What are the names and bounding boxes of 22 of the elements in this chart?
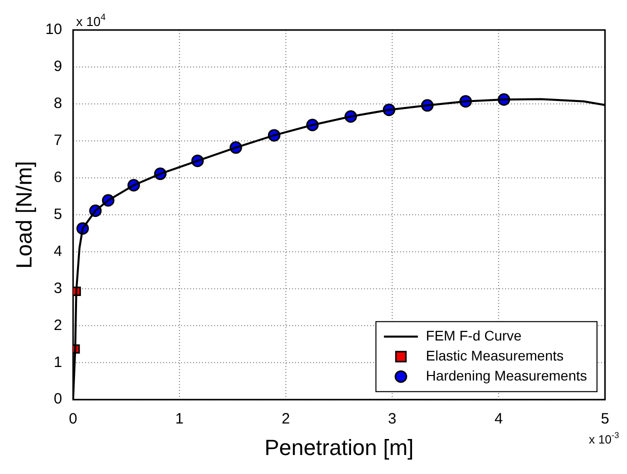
y-tick-label: 1: [54, 354, 62, 371]
x-tick-label: 2: [282, 410, 290, 428]
y-tick-label: 0: [54, 390, 62, 408]
x-tick-label: 1: [175, 410, 184, 428]
y-tick-label: 4: [54, 242, 62, 260]
x-tick-label: 4: [494, 410, 503, 428]
x-tick-label: 0: [68, 410, 78, 428]
legend-label: FEM F-d Curve: [426, 327, 522, 344]
y-tick-label: 5: [54, 206, 62, 223]
y-tick-label: 10: [45, 21, 62, 38]
x-tick-label: 5: [600, 410, 610, 428]
y-tick-label: 7: [54, 132, 62, 150]
y-tick-label: 9: [54, 58, 62, 76]
y-tick-label: 2: [54, 316, 62, 334]
x-axis-title: Penetration [m]: [264, 434, 414, 460]
legend-label: Hardening Measurements: [426, 367, 588, 384]
y-tick-label: 6: [54, 168, 62, 186]
legend-label: Elastic Measurements: [426, 347, 564, 364]
y-tick-label: 8: [54, 95, 62, 112]
x-tick-label: 3: [388, 410, 396, 428]
y-axis-title: Load [N/m]: [11, 160, 36, 269]
y-tick-label: 3: [54, 280, 62, 297]
